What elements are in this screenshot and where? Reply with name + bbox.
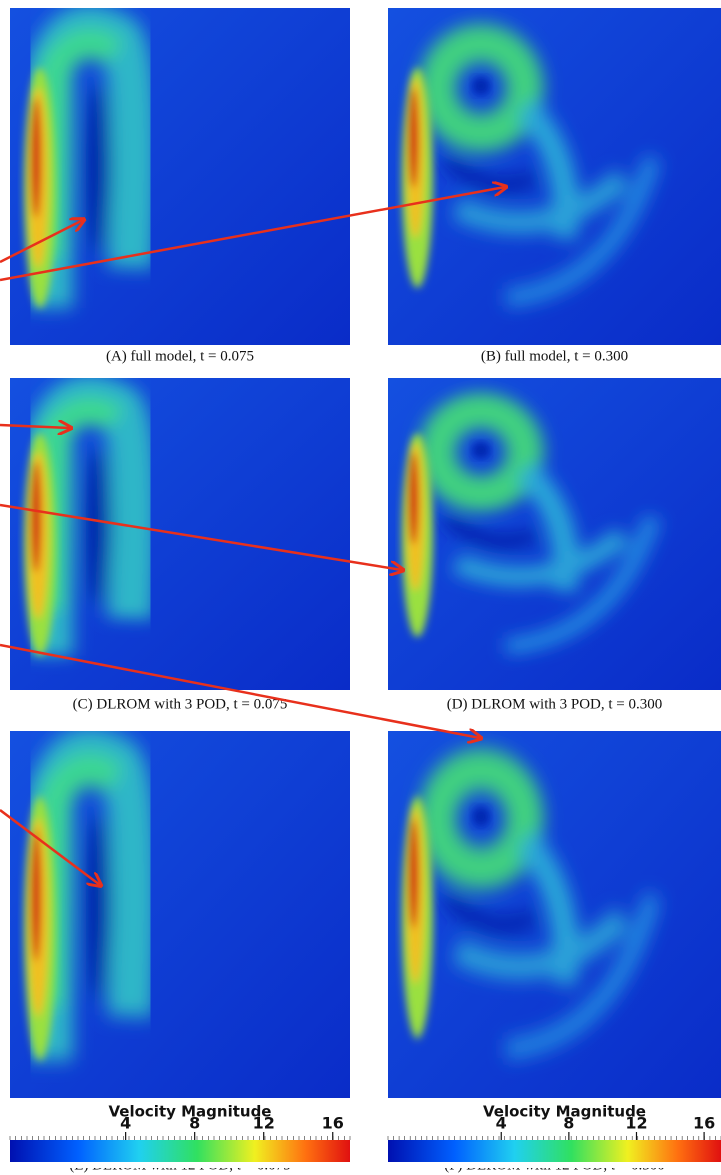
caption: (A) full model, t = 0.075 (106, 348, 254, 364)
colorbar-gradient (10, 1140, 350, 1162)
field-image (388, 731, 721, 1101)
field-image (10, 8, 350, 345)
caption: (D) DLROM with 3 POD, t = 0.300 (447, 696, 663, 712)
tick-label: 12 (253, 1114, 275, 1133)
caption: (C) DLROM with 3 POD, t = 0.075 (73, 696, 288, 712)
tick-label: 8 (189, 1114, 200, 1133)
tick-label: 16 (693, 1114, 715, 1133)
tick-label: 12 (625, 1114, 647, 1133)
field-image (388, 8, 721, 345)
tick-label: 4 (496, 1114, 507, 1133)
field-image (10, 731, 350, 1101)
colorbar-gradient (388, 1140, 721, 1162)
caption: (B) full model, t = 0.300 (481, 348, 628, 364)
tick-label: 16 (322, 1114, 344, 1133)
figure: (A) full model, t = 0.075 (B) full model,… (0, 0, 721, 1175)
tick-label: 4 (120, 1114, 131, 1133)
page: {"panels": [ {"caption": "(A) full model… (0, 0, 721, 1175)
tick-label: 8 (563, 1114, 574, 1133)
panels: (A) full model, t = 0.075 (B) full model,… (10, 8, 721, 1173)
field-image (388, 378, 721, 690)
